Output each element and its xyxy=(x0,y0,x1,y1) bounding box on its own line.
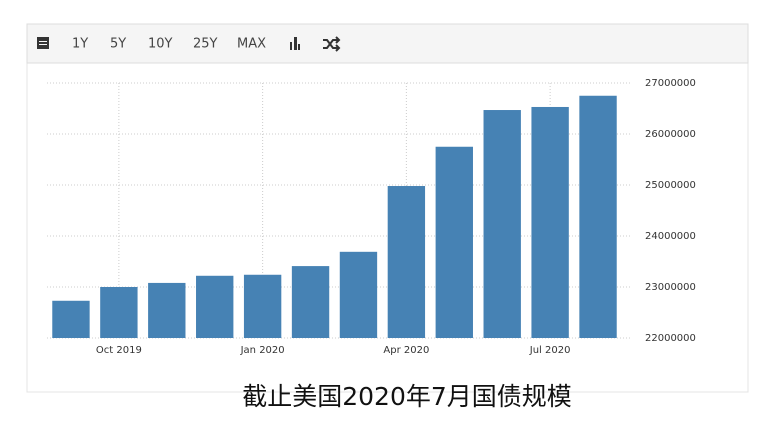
shuffle-icon[interactable] xyxy=(323,36,341,52)
range-button[interactable]: 10Y xyxy=(148,37,173,52)
bar xyxy=(531,106,569,338)
range-button[interactable]: 1Y xyxy=(72,37,88,52)
bar-chart-icon[interactable] xyxy=(290,37,300,50)
range-button[interactable]: MAX xyxy=(237,37,266,52)
y-tick-label: 24000000 xyxy=(645,231,696,242)
bar xyxy=(148,282,186,338)
range-button[interactable]: 25Y xyxy=(193,37,218,52)
y-tick-label: 22000000 xyxy=(645,333,696,344)
caption: 截止美国2020年7月国债规模 xyxy=(242,382,572,411)
bar xyxy=(52,300,90,338)
chart-frame xyxy=(26,23,749,393)
bar xyxy=(100,287,138,338)
y-tick-label: 26000000 xyxy=(645,129,696,140)
toolbar xyxy=(26,23,749,64)
bar xyxy=(291,266,330,338)
bar xyxy=(387,186,426,338)
x-tick-label: Apr 2020 xyxy=(383,345,429,356)
bar xyxy=(483,110,521,338)
bar xyxy=(196,275,234,338)
bar xyxy=(579,95,617,338)
y-tick-label: 25000000 xyxy=(645,180,696,191)
bar xyxy=(435,146,473,338)
bar xyxy=(339,251,378,338)
bar xyxy=(243,274,282,338)
x-tick-label: Oct 2019 xyxy=(96,345,142,356)
calendar-icon[interactable] xyxy=(37,37,49,49)
x-tick-label: Jul 2020 xyxy=(529,345,571,356)
x-tick-label: Jan 2020 xyxy=(240,345,285,356)
y-tick-label: 23000000 xyxy=(645,282,696,293)
y-tick-label: 27000000 xyxy=(645,78,696,89)
range-button[interactable]: 5Y xyxy=(110,37,126,52)
